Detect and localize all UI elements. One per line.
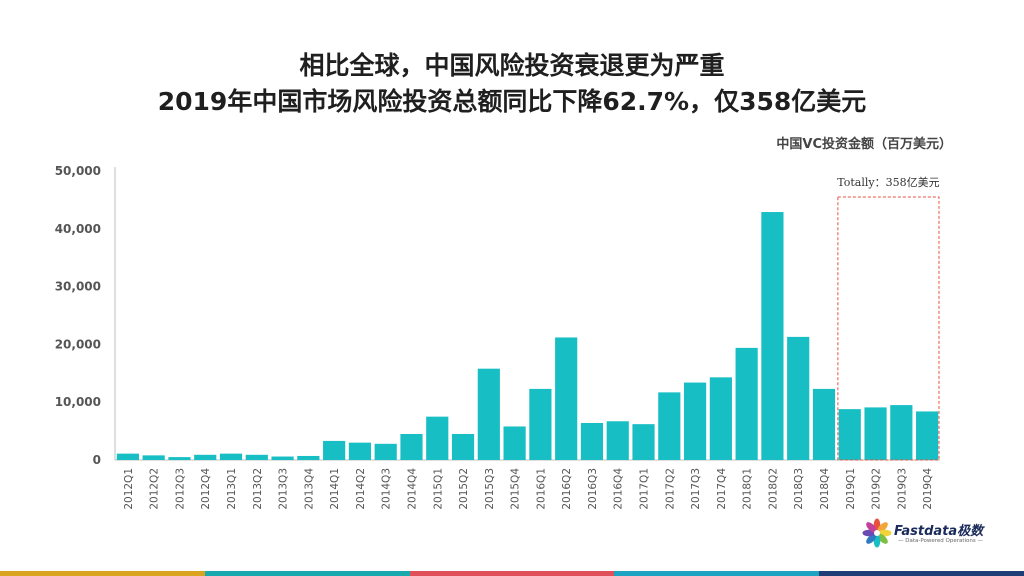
bar xyxy=(864,407,887,460)
bar xyxy=(709,377,732,460)
chart-bars xyxy=(116,212,939,460)
strip-segment xyxy=(0,571,205,576)
flower-logo-icon xyxy=(862,518,892,548)
bar xyxy=(606,421,629,460)
bar xyxy=(580,423,604,460)
bar xyxy=(219,453,243,460)
bar xyxy=(890,405,913,460)
y-tick-label: 10,000 xyxy=(55,395,101,409)
x-tick-label: 2016Q4 xyxy=(613,468,625,510)
chart-unit-label: 中国VC投资金额（百万美元） xyxy=(776,137,952,152)
x-tick-label: 2017Q1 xyxy=(639,468,651,510)
x-axis-ticks: 2012Q1 2012Q2 2012Q3 2012Q4 2013Q1 2013Q2 2013… xyxy=(123,468,934,510)
logo-center xyxy=(874,530,880,536)
bar xyxy=(787,336,810,460)
x-tick-label: 2017Q4 xyxy=(716,468,728,510)
bar xyxy=(323,440,346,460)
bar xyxy=(529,388,552,460)
y-tick-label: 40,000 xyxy=(55,222,101,236)
x-tick-label: 2013Q1 xyxy=(226,468,238,510)
x-tick-label: 2018Q2 xyxy=(767,468,779,510)
x-tick-label: 2019Q4 xyxy=(922,468,934,510)
x-tick-label: 2014Q1 xyxy=(329,468,341,510)
annotation-group: Totally：358亿美元 xyxy=(837,176,940,461)
x-tick-label: 2012Q4 xyxy=(200,468,212,510)
bar xyxy=(812,388,836,460)
strip-segment xyxy=(409,571,615,576)
strip-segment xyxy=(204,571,410,576)
bar xyxy=(761,212,784,460)
x-tick-label: 2016Q2 xyxy=(561,468,573,510)
x-tick-label: 2014Q3 xyxy=(381,468,393,510)
bar xyxy=(348,442,372,460)
x-tick-label: 2018Q1 xyxy=(742,468,754,510)
bar xyxy=(683,382,707,460)
bar xyxy=(168,457,191,460)
x-tick-label: 2014Q4 xyxy=(406,468,418,510)
page-subtitle: 2019年中国市场风险投资总额同比下降62.7%，仅358亿美元 xyxy=(157,87,867,116)
bar xyxy=(503,426,526,460)
bar xyxy=(116,453,139,460)
page-title: 相比全球，中国风险投资衰退更为严重 xyxy=(299,51,725,80)
y-tick-label: 0 xyxy=(93,453,101,467)
x-tick-label: 2019Q1 xyxy=(845,468,857,510)
strip-segment xyxy=(614,571,820,576)
x-tick-label: 2015Q3 xyxy=(484,468,496,510)
bottom-color-strip xyxy=(0,571,1024,576)
x-tick-label: 2017Q2 xyxy=(664,468,676,510)
bar xyxy=(374,443,397,460)
logo-name: Fastdata极数 xyxy=(894,524,984,539)
logo-petal xyxy=(866,522,877,533)
y-tick-label: 50,000 xyxy=(55,164,101,178)
bar xyxy=(555,337,578,460)
bar xyxy=(400,433,423,460)
bar xyxy=(632,424,655,460)
x-tick-label: 2016Q3 xyxy=(587,468,599,510)
bar xyxy=(271,456,294,460)
bar xyxy=(426,416,449,460)
bar xyxy=(735,347,758,460)
x-tick-label: 2013Q3 xyxy=(278,468,290,510)
x-tick-label: 2014Q2 xyxy=(355,468,367,510)
x-tick-label: 2018Q4 xyxy=(819,468,831,510)
logo-petal xyxy=(877,533,888,544)
logo-petal xyxy=(877,522,888,533)
strip-segment xyxy=(819,571,1024,576)
x-tick-label: 2016Q1 xyxy=(535,468,547,510)
x-tick-label: 2013Q2 xyxy=(252,468,264,510)
x-tick-label: 2019Q3 xyxy=(896,468,908,510)
logo-tagline: — Data-Powered Operations — xyxy=(898,538,983,544)
y-axis-ticks: 0 10,000 20,000 30,000 40,000 50,000 xyxy=(55,164,101,467)
x-tick-label: 2017Q3 xyxy=(690,468,702,510)
bar xyxy=(838,409,861,460)
x-tick-label: 2012Q2 xyxy=(149,468,161,510)
bar xyxy=(477,368,500,460)
bar xyxy=(916,411,939,460)
x-tick-label: 2013Q4 xyxy=(303,468,315,510)
x-tick-label: 2015Q1 xyxy=(432,468,444,510)
annotation-box xyxy=(837,196,940,461)
x-tick-label: 2012Q3 xyxy=(174,468,186,510)
bar xyxy=(194,454,217,460)
brand-logo: Fastdata极数 — Data-Powered Operations — xyxy=(860,516,1000,560)
x-tick-label: 2012Q1 xyxy=(123,468,135,510)
annotation-text: Totally：358亿美元 xyxy=(837,176,939,189)
x-tick-label: 2015Q4 xyxy=(510,468,522,510)
x-tick-label: 2018Q3 xyxy=(793,468,805,510)
bar xyxy=(142,455,165,460)
x-tick-label: 2015Q2 xyxy=(458,468,470,510)
y-tick-label: 20,000 xyxy=(55,337,101,351)
bar xyxy=(658,392,681,460)
bar xyxy=(451,433,475,460)
bar xyxy=(297,455,320,460)
y-tick-label: 30,000 xyxy=(55,280,101,294)
x-tick-label: 2019Q2 xyxy=(871,468,883,510)
logo-petal xyxy=(866,533,877,544)
bar xyxy=(245,454,268,460)
